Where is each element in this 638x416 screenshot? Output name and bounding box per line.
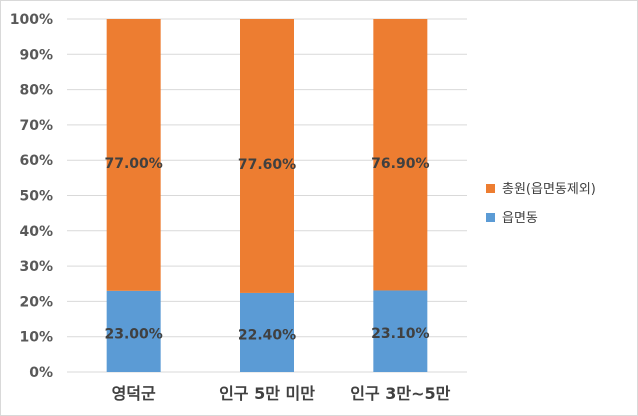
y-tick-label: 0% [29, 365, 53, 381]
x-category-label: 인구 5만 미만 [219, 384, 315, 403]
data-labels: 23.00% 77.00% 22.40% 77.60% 23.10% 76.90% [105, 156, 430, 344]
data-label: 22.40% [238, 327, 296, 343]
data-label: 76.90% [371, 156, 429, 172]
y-tick-label: 40% [19, 224, 53, 240]
y-tick-label: 70% [19, 118, 53, 134]
data-label: 77.00% [105, 156, 163, 172]
bar-segment [240, 292, 294, 372]
y-tick-label: 100% [10, 12, 53, 28]
bar-segment [106, 19, 161, 291]
y-tick-label: 10% [19, 330, 53, 346]
legend-label: 총원(읍면동제외) [502, 182, 596, 197]
legend-label: 읍면동 [502, 211, 538, 226]
y-tick-label: 30% [19, 259, 53, 275]
data-label: 23.10% [371, 326, 429, 342]
bar-segment [373, 290, 428, 372]
data-label: 23.00% [105, 326, 163, 342]
bars [106, 19, 428, 372]
y-tick-label: 50% [19, 189, 53, 205]
x-axis-categories: 영덕군 인구 5만 미만 인구 3만~5만 [112, 384, 451, 403]
legend: 총원(읍면동제외) 읍면동 [486, 182, 596, 226]
y-axis-ticks: 0% 10% 20% 30% 40% 50% 60% 70% 80% 90% 100% [10, 12, 53, 381]
y-tick-label: 20% [19, 294, 53, 310]
x-category-label: 인구 3만~5만 [350, 384, 450, 403]
y-tick-label: 90% [19, 47, 53, 63]
data-label: 77.60% [238, 157, 296, 173]
x-category-label: 영덕군 [112, 384, 156, 403]
bar-segment [240, 19, 294, 293]
legend-swatch [486, 213, 495, 222]
bar-segment [106, 290, 161, 372]
legend-swatch [486, 184, 495, 193]
y-tick-label: 80% [19, 83, 53, 99]
y-tick-label: 60% [19, 153, 53, 169]
bar-segment [373, 19, 428, 291]
